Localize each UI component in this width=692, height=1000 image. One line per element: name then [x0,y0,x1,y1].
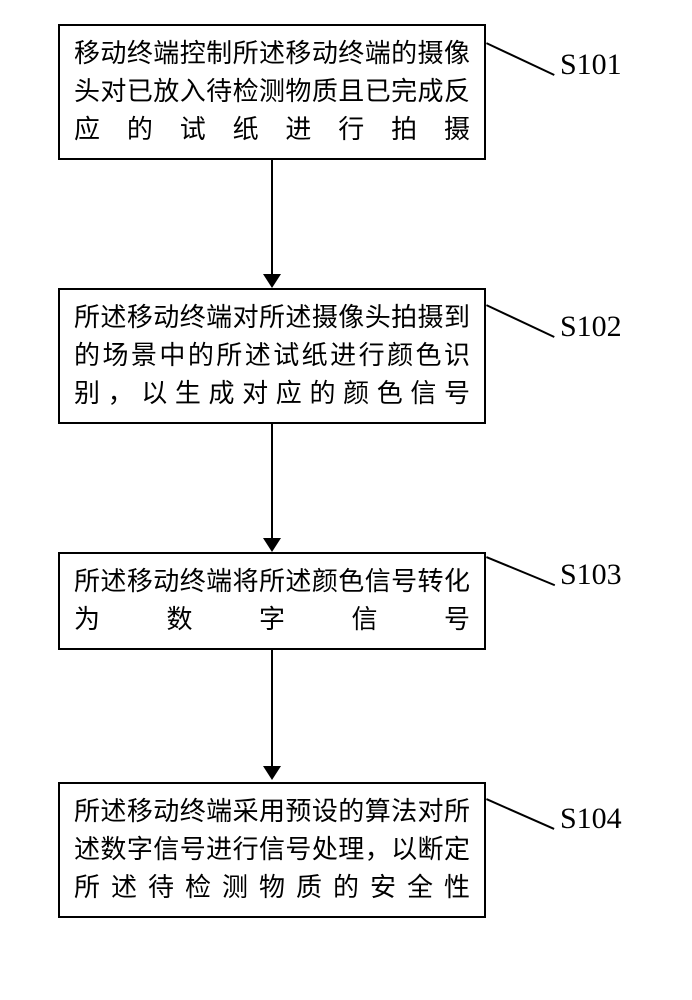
step-text: 所述移动终端采用预设的算法对所述数字信号进行信号处理，以断定所述待检测物质的安全… [74,793,470,906]
leader-line [486,42,555,76]
step-box-s103: 所述移动终端将所述颜色信号转化为数字信号 [58,552,486,650]
step-box-s101: 移动终端控制所述移动终端的摄像头对已放入待检测物质且已完成反应的试纸进行拍摄 [58,24,486,160]
step-label-s101: S101 [560,48,622,82]
step-text: 所述移动终端对所述摄像头拍摄到的场景中的所述试纸进行颜色识别，以生成对应的颜色信… [74,299,470,412]
arrow-shaft [271,424,273,538]
leader-line [486,304,555,338]
step-box-s102: 所述移动终端对所述摄像头拍摄到的场景中的所述试纸进行颜色识别，以生成对应的颜色信… [58,288,486,424]
step-text: 所述移动终端将所述颜色信号转化为数字信号 [74,563,470,638]
step-text: 移动终端控制所述移动终端的摄像头对已放入待检测物质且已完成反应的试纸进行拍摄 [74,35,470,148]
arrow-head-icon [263,274,281,288]
step-label-s104: S104 [560,802,622,836]
step-label-s102: S102 [560,310,622,344]
flowchart-canvas: 移动终端控制所述移动终端的摄像头对已放入待检测物质且已完成反应的试纸进行拍摄 S1… [0,0,692,1000]
arrow-shaft [271,650,273,766]
step-box-s104: 所述移动终端采用预设的算法对所述数字信号进行信号处理，以断定所述待检测物质的安全… [58,782,486,918]
leader-line [486,556,555,586]
arrow-head-icon [263,538,281,552]
leader-line [486,798,555,830]
arrow-head-icon [263,766,281,780]
step-label-s103: S103 [560,558,622,592]
arrow-shaft [271,160,273,274]
